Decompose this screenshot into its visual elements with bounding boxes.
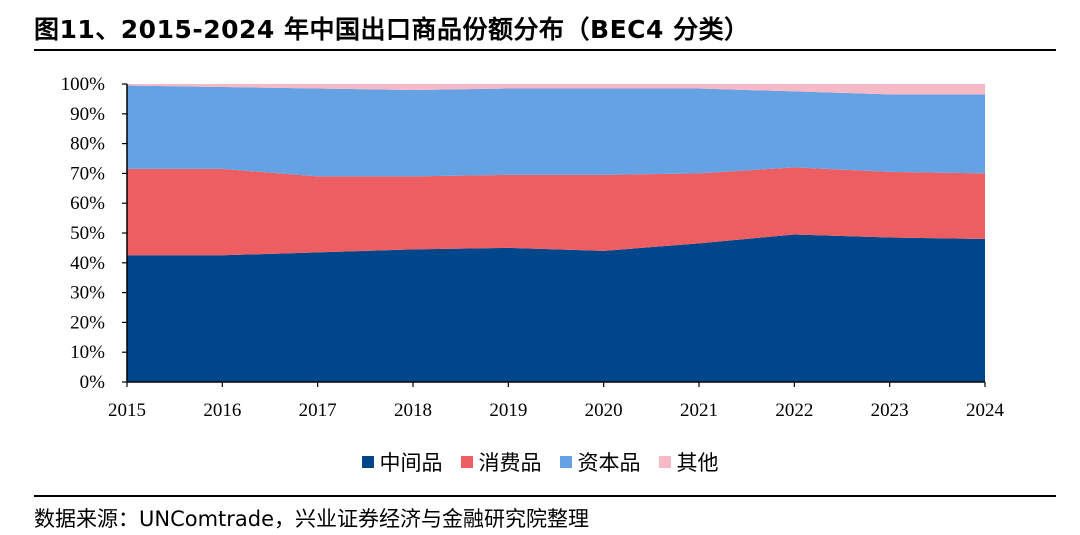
legend-swatch (559, 456, 572, 468)
y-tick-label: 30% (70, 283, 105, 304)
area-series-0 (127, 234, 985, 382)
y-tick-label: 60% (70, 193, 105, 214)
figure-title: 图11、2015-2024 年中国出口商品份额分布（BEC4 分类） (34, 15, 750, 44)
y-tick-label: 70% (70, 163, 105, 184)
area-series-2 (127, 85, 985, 177)
legend-item-0: 中间品 (361, 447, 443, 477)
x-tick-label: 2015 (108, 400, 146, 421)
y-tick-label: 50% (70, 223, 105, 244)
stacked-area-chart: 0% 10% 20% 30% 40% 50% 60% 70% 80% 90% 100% 2015 201… (61, 74, 1005, 421)
x-tick-label: 2019 (489, 400, 527, 421)
legend-swatch (658, 456, 671, 468)
y-tick-label: 80% (70, 134, 105, 155)
y-tick-label: 10% (70, 342, 105, 363)
legend-swatch (460, 456, 473, 468)
source-rule (34, 495, 1056, 497)
y-tick-label: 20% (70, 312, 105, 333)
y-tick-label: 100% (61, 74, 106, 95)
y-tick-label: 0% (80, 372, 106, 393)
y-tick-label: 40% (70, 253, 105, 274)
legend-item-1: 消费品 (460, 447, 542, 477)
chart-legend: 中间品 消费品 资本品 其他 (0, 447, 1080, 477)
area-series-1 (127, 167, 985, 256)
x-tick-label: 2020 (585, 400, 623, 421)
source-note: 数据来源：UNComtrade，兴业证券经济与金融研究院整理 (34, 507, 590, 531)
title-rule (34, 49, 1056, 51)
legend-item-3: 其他 (658, 447, 719, 477)
legend-label: 其他 (676, 451, 719, 475)
legend-label: 资本品 (577, 451, 641, 475)
x-tick-label: 2016 (203, 400, 241, 421)
x-tick-label: 2024 (966, 400, 1005, 421)
x-tick-label: 2021 (680, 400, 718, 421)
x-tick-label: 2022 (775, 400, 813, 421)
legend-label: 消费品 (478, 451, 542, 475)
x-tick-label: 2023 (871, 400, 909, 421)
legend-swatch (361, 456, 374, 468)
legend-label: 中间品 (379, 451, 443, 475)
x-tick-label: 2017 (299, 400, 337, 421)
area-series-3 (127, 84, 985, 95)
legend-item-2: 资本品 (559, 447, 641, 477)
x-tick-label: 2018 (394, 400, 432, 421)
y-tick-label: 90% (70, 104, 105, 125)
